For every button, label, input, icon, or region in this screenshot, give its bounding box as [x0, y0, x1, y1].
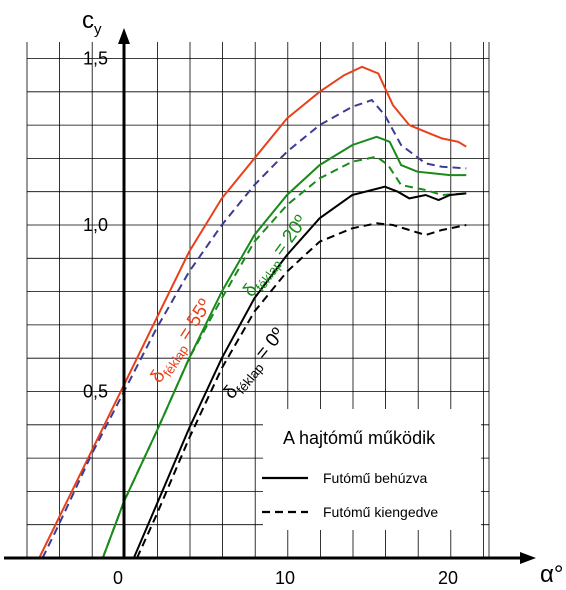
series-line-1 [41, 98, 467, 559]
legend-entry-solid: Futómű behúzva [323, 470, 427, 486]
series-line-3 [101, 155, 467, 559]
series-line-5 [136, 222, 467, 559]
x-tick-label: 20 [438, 568, 458, 588]
y-axis-label: cy [82, 7, 102, 38]
axes [4, 28, 536, 564]
y-tick-label: 1,0 [83, 215, 108, 235]
series-line-4 [132, 185, 467, 559]
x-tick-label: 0 [113, 568, 123, 588]
y-axis-label-main: c [82, 7, 94, 34]
legend-box [263, 409, 481, 530]
legend-entry-dashed: Futómű kiengedve [323, 504, 438, 520]
x-tick-label: 10 [275, 568, 295, 588]
legend: A hajtómű működik Futómű behúzva Futómű … [262, 409, 481, 530]
tick-labels: 0,5 1,0 1,5 0 10 20 [83, 49, 458, 589]
y-tick-label: 1,5 [83, 49, 108, 69]
y-axis-arrow [118, 28, 130, 44]
y-axis-label-sub: y [94, 21, 102, 38]
legend-title: A hajtómű működik [283, 428, 436, 448]
y-tick-label: 0,5 [83, 382, 108, 402]
x-axis-arrow [520, 552, 536, 564]
x-axis-label: α° [540, 561, 563, 588]
series-line-2 [101, 135, 467, 559]
